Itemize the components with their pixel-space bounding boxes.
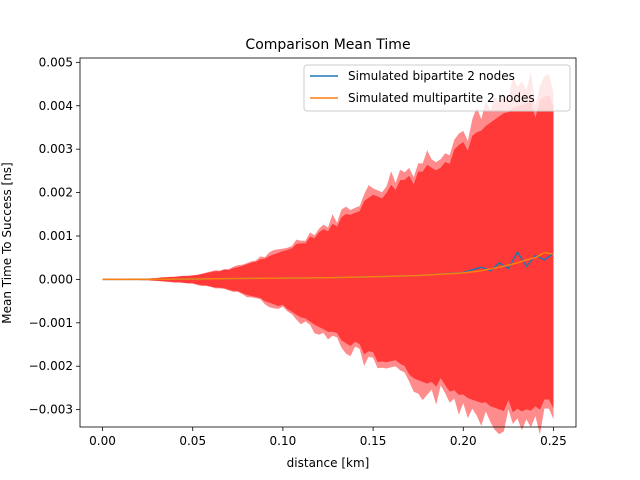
x-tick-label: 0.15	[360, 434, 387, 448]
y-tick-label: 0.003	[39, 142, 73, 156]
x-axis: 0.00 0.05 0.10 0.15 0.20 0.25	[89, 427, 567, 448]
plot-frame	[79, 57, 577, 428]
y-tick-label: 0.001	[39, 229, 73, 243]
y-tick-label: 0.005	[39, 55, 73, 69]
x-tick-label: 0.20	[450, 434, 477, 448]
y-axis-label: Mean Time To Success [ns]	[0, 162, 14, 323]
y-tick-label: −0.003	[29, 403, 73, 417]
y-tick-label: 0.004	[39, 99, 73, 113]
y-tick-label: 0.000	[39, 272, 73, 286]
legend-label-multipartite: Simulated multipartite 2 nodes	[348, 91, 535, 105]
x-axis-label: distance [km]	[287, 456, 370, 470]
x-tick-label: 0.10	[270, 434, 297, 448]
x-tick-label: 0.05	[179, 434, 206, 448]
plot-area	[102, 72, 554, 435]
legend-box	[303, 64, 571, 112]
series-line-multipartite	[102, 251, 554, 281]
legend: Simulated bipartite 2 nodes Simulated mu…	[303, 64, 571, 112]
legend-label-bipartite: Simulated bipartite 2 nodes	[348, 69, 515, 83]
y-axis: −0.003 −0.002 −0.001 0.000 0.001 0.002 0.003 0.…	[29, 55, 80, 417]
chart-title: Comparison Mean Time	[245, 37, 410, 53]
x-tick-label: 0.00	[89, 434, 116, 448]
y-tick-label: −0.001	[29, 316, 73, 330]
y-tick-label: 0.002	[39, 186, 73, 200]
x-tick-label: 0.25	[540, 434, 567, 448]
y-tick-label: −0.002	[29, 359, 73, 373]
confidence-band-inner	[102, 95, 554, 413]
